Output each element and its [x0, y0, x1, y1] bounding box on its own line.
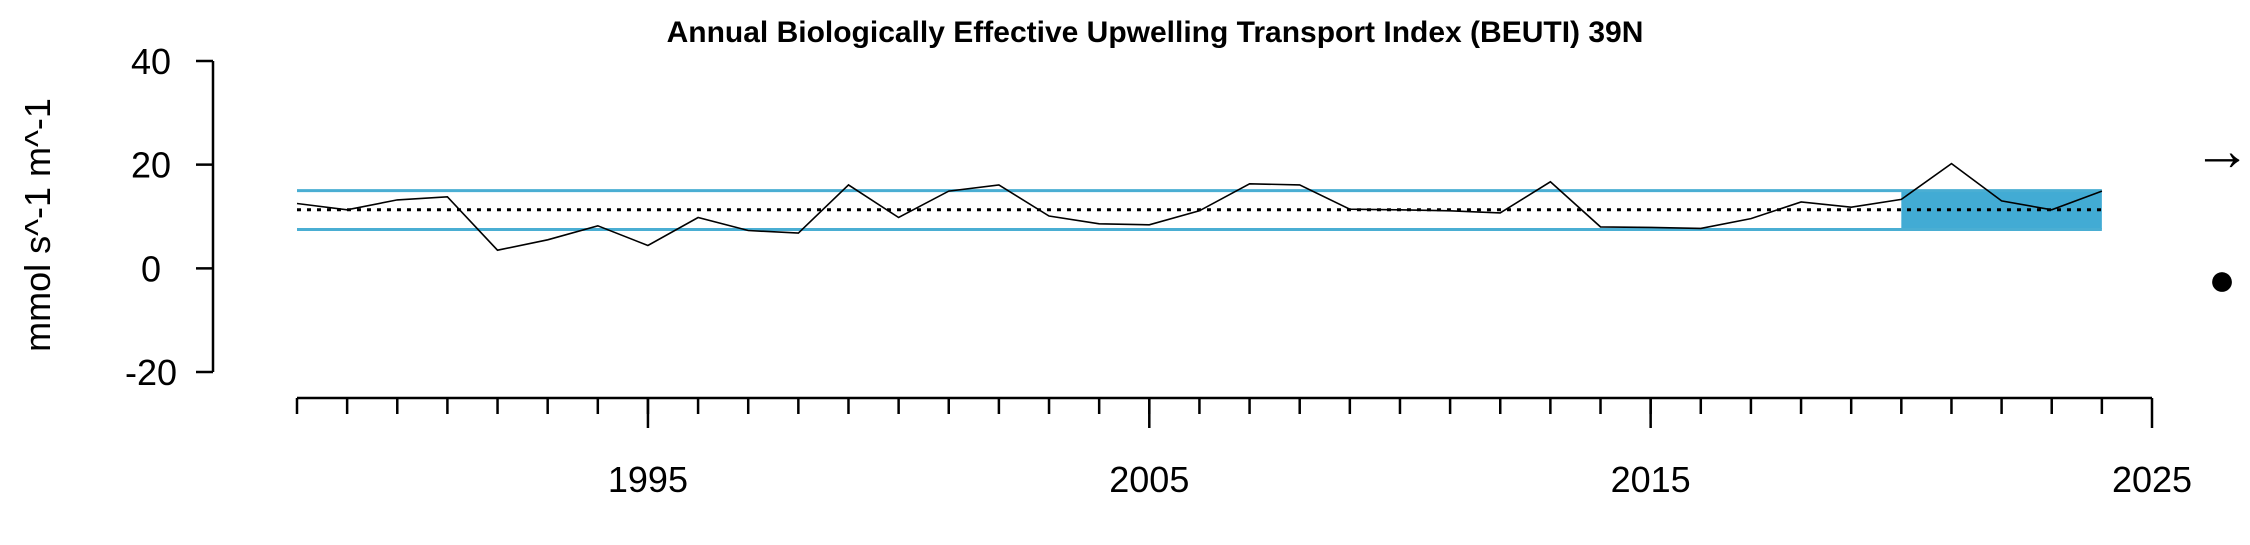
x-tick-label: 2025: [2112, 459, 2192, 500]
y-tick-label: 0: [141, 248, 161, 289]
recent-period-shading: [1901, 190, 2102, 230]
y-tick-label: 20: [131, 145, 171, 186]
chart-title: Annual Biologically Effective Upwelling …: [667, 16, 1644, 49]
y-tick-label: 40: [131, 41, 171, 82]
x-axis: 1995 2005 2015 2025: [295, 396, 2192, 500]
y-axis-label: mmol s^-1 m^-1: [17, 98, 58, 352]
x-tick-label: 1995: [608, 459, 688, 500]
mean-indicator-icon: ●: [2208, 253, 2236, 305]
x-tick-label: 2015: [1611, 459, 1691, 500]
y-axis: 40 20 0 -20: [125, 41, 215, 393]
y-tick-label: -20: [125, 352, 177, 393]
plot-area: [296, 162, 2103, 252]
trend-arrow-icon: →: [2193, 118, 2250, 183]
x-tick-label: 2005: [1109, 459, 1189, 500]
series-line: [296, 162, 2103, 252]
